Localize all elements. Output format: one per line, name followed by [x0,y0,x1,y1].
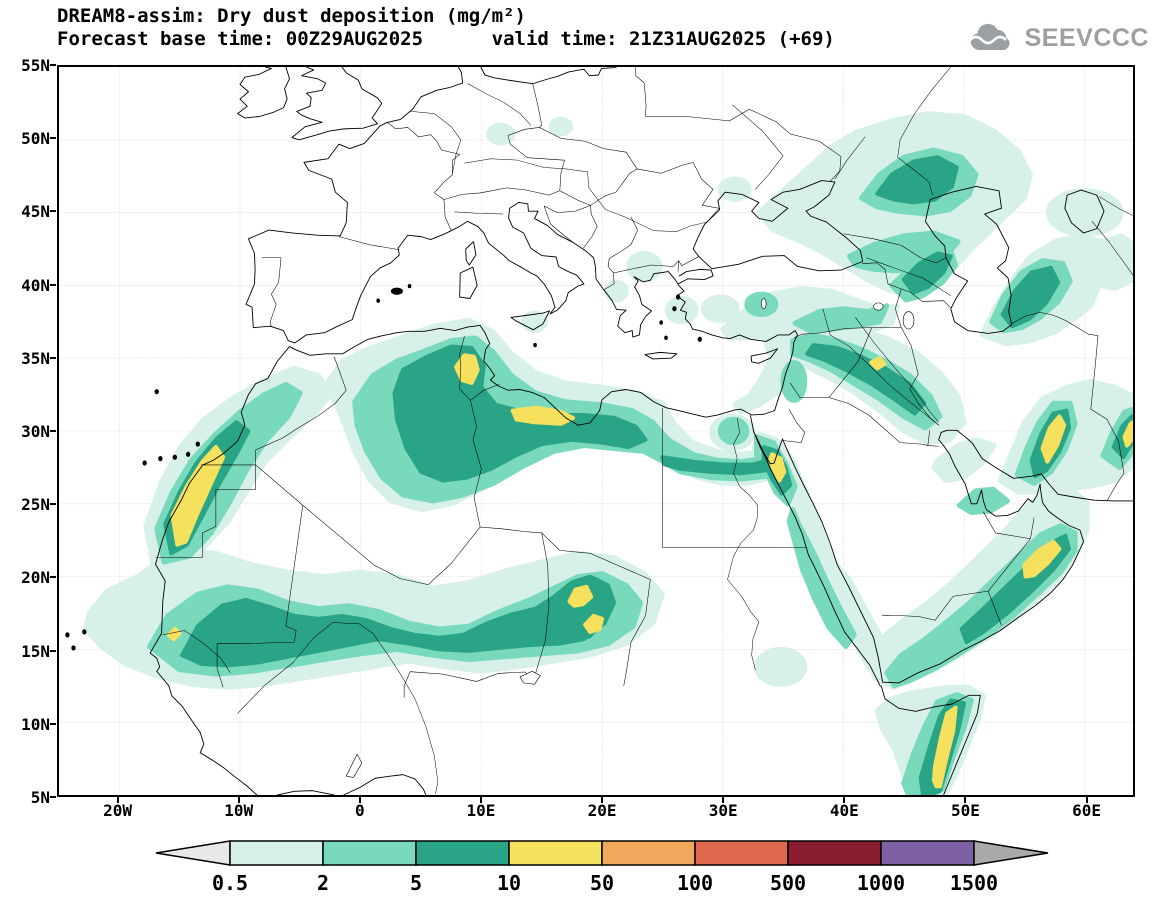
lon-tick-label: 0 [354,801,365,820]
lat-tick-label: 45N [21,202,50,222]
title-line-1: DREAM8-assim: Dry dust deposition (mg/m²… [57,5,526,27]
lon-tick-mark [722,797,725,803]
color-scale-legend: 0.5 2 5 10 50 100 500 1000 1500 [152,835,1052,901]
lon-tick-mark [964,797,967,803]
lon-tick-label: 20W [103,801,132,820]
lat-tick-label: 55N [21,56,50,75]
lat-tick-mark [50,722,56,725]
dust-deposition-layer [86,114,1133,795]
seevccc-logo: SEEVCCC [964,22,1149,54]
map-plot-frame [57,65,1135,797]
lon-tick-mark [1085,797,1088,803]
lon-tick-label: 60E [1072,801,1101,820]
legend-bar: 0.5 2 5 10 50 100 500 1000 1500 [155,840,1049,895]
lon-tick-label: 10E [466,801,496,820]
lon-tick-label: 20E [587,801,617,820]
lon-tick-mark [358,797,361,803]
lat-tick-label: 20N [21,568,50,588]
legend-segment [415,840,510,866]
title-line-2: Forecast base time: 00Z29AUG2025 valid t… [57,28,835,50]
lat-tick-label: 40N [21,275,50,295]
legend-segment [229,840,324,866]
legend-segment [694,840,789,866]
legend-value-label: 1500 [950,871,998,895]
lat-tick-mark [50,356,56,359]
country-borders-layer [156,67,1124,697]
lat-tick-mark [50,210,56,213]
legend-segment [601,840,696,866]
lon-tick-label: 40E [829,801,859,820]
dust-level-2 [150,150,1133,795]
legend-value-label: 50 [590,871,614,895]
legend-value-label: 100 [677,871,713,895]
lat-tick-mark [50,576,56,579]
lat-tick-mark [50,503,56,506]
legend-right-arrow [973,840,1049,866]
rivers-layer [163,67,1133,794]
lon-tick-mark [601,797,604,803]
legend-value-label: 5 [410,871,422,895]
legend-segment [508,840,603,866]
legend-segment [322,840,417,866]
coastlines-layer [65,67,1133,795]
legend-value-label: 0.5 [212,871,248,895]
map-canvas [59,67,1133,795]
lon-tick-mark [237,797,240,803]
lon-tick-label: 10W [224,801,254,820]
legend-segment [787,840,882,866]
lat-tick-mark [50,430,56,432]
lat-tick-mark [50,796,56,798]
legend-value-label: 2 [317,871,329,895]
lat-tick-mark [50,137,56,140]
seevccc-cloud-icon [968,23,1010,50]
lat-tick-label: 50N [21,129,50,149]
legend-value-label: 10 [497,871,521,895]
lon-tick-mark [479,797,482,803]
lon-tick-mark [843,797,846,803]
lon-tick-label: 50E [950,801,980,820]
lon-tick-label: 30E [708,801,738,820]
lat-tick-mark [50,64,56,66]
lat-tick-label: 10N [21,714,50,734]
lat-tick-mark [50,283,56,286]
lat-tick-label: 25N [21,495,50,515]
lat-tick-label: 15N [21,641,50,661]
logo-text: SEEVCCC [1024,23,1149,52]
lat-tick-label: 35N [21,348,50,368]
legend-value-label: 500 [770,871,806,895]
legend-value-label: 1000 [857,871,905,895]
dust-level-10 [169,355,1133,786]
lat-tick-label: 5N [30,788,50,807]
lat-tick-label: 30N [21,422,50,441]
legend-left-arrow [155,840,231,866]
legend-segment [880,840,975,866]
lat-tick-mark [50,649,56,652]
lon-tick-mark [116,797,119,803]
